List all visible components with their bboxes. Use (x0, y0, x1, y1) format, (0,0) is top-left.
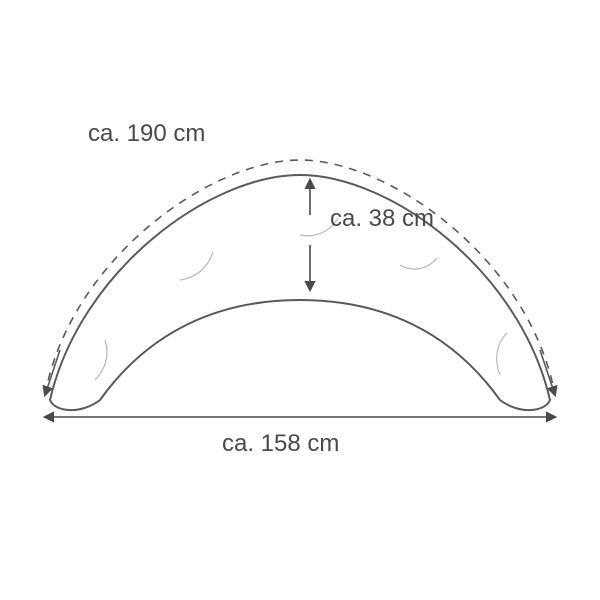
width-label: ca. 158 cm (222, 430, 339, 458)
arc-length-label: ca. 190 cm (88, 120, 205, 148)
diagram-stage: ca. 190 cm ca. 38 cm ca. 158 cm (0, 0, 600, 600)
diagram-svg (0, 0, 600, 600)
height-label: ca. 38 cm (330, 205, 434, 233)
pillow-shape (50, 175, 550, 410)
